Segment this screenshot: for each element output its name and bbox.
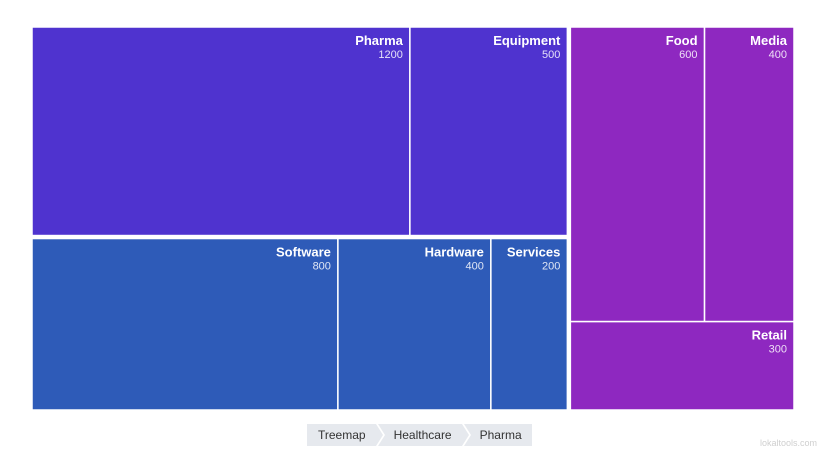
breadcrumb: Treemap Healthcare Pharma (307, 424, 534, 446)
tile-label-retail: Retail (752, 328, 787, 343)
tile-label-hardware: Hardware (425, 245, 484, 260)
breadcrumb-item-treemap[interactable]: Treemap (307, 424, 383, 446)
tile-services[interactable] (490, 237, 569, 411)
watermark: lokaltools.com (759, 438, 817, 448)
tile-label-pharma: Pharma (355, 33, 403, 48)
tile-label-services: Services (507, 245, 561, 260)
tile-equipment[interactable] (409, 26, 569, 237)
tile-value-retail: 300 (769, 344, 787, 356)
tile-food[interactable] (569, 26, 706, 323)
tile-label-food: Food (666, 33, 698, 48)
tile-value-food: 600 (679, 49, 697, 61)
tile-software[interactable] (31, 237, 339, 411)
tile-media[interactable] (703, 26, 795, 323)
tile-retail[interactable] (569, 320, 795, 411)
tile-value-equipment: 500 (542, 49, 560, 61)
tile-value-hardware: 400 (466, 261, 484, 273)
tile-label-media: Media (750, 33, 788, 48)
tile-hardware[interactable] (337, 237, 492, 411)
tile-value-pharma: 1200 (378, 49, 402, 61)
tile-value-services: 200 (542, 261, 560, 273)
tile-label-software: Software (276, 245, 331, 260)
breadcrumb-item-pharma[interactable]: Pharma (463, 424, 532, 446)
tile-value-media: 400 (769, 49, 787, 61)
tile-pharma[interactable] (31, 26, 411, 237)
tile-label-equipment: Equipment (493, 33, 561, 48)
tile-value-software: 800 (313, 261, 331, 273)
breadcrumb-item-healthcare[interactable]: Healthcare (377, 424, 469, 446)
